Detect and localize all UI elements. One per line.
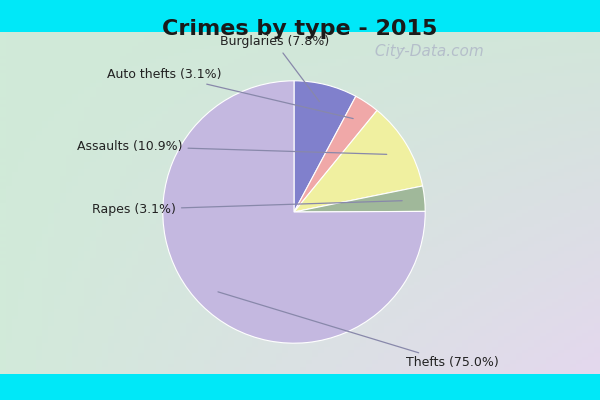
- Wedge shape: [163, 81, 425, 343]
- Text: Rapes (3.1%): Rapes (3.1%): [92, 201, 402, 216]
- Text: Thefts (75.0%): Thefts (75.0%): [218, 292, 498, 369]
- Text: Assaults (10.9%): Assaults (10.9%): [77, 140, 387, 154]
- Wedge shape: [294, 110, 422, 212]
- Text: City-Data.com: City-Data.com: [370, 44, 484, 59]
- Text: Auto thefts (3.1%): Auto thefts (3.1%): [107, 68, 353, 118]
- Text: Burglaries (7.8%): Burglaries (7.8%): [220, 35, 329, 102]
- Wedge shape: [294, 96, 377, 212]
- Wedge shape: [294, 81, 356, 212]
- Text: Crimes by type - 2015: Crimes by type - 2015: [163, 18, 437, 39]
- Wedge shape: [294, 186, 425, 212]
